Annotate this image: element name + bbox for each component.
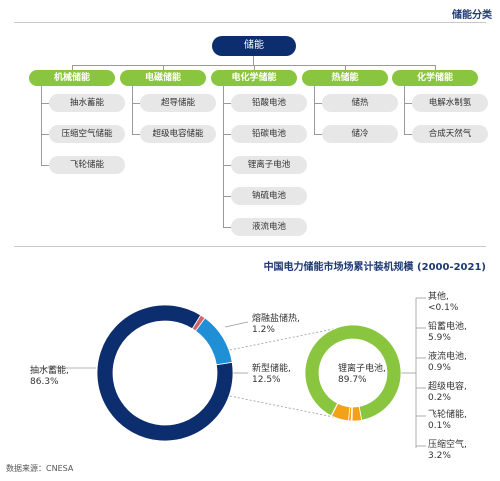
tree-connector	[223, 103, 231, 104]
divider-middle	[14, 246, 486, 247]
tree-connector	[314, 103, 322, 104]
slice-label-other: 其他, <0.1%	[428, 292, 458, 314]
tree-connector	[254, 65, 255, 70]
divider-top	[14, 22, 486, 23]
chart-title: 中国电力储能市场场累计装机规模 (2000-2021)	[263, 262, 486, 273]
tree-connector	[132, 86, 133, 134]
leader-line	[224, 321, 249, 328]
subcategory-node: 电解水制氢	[412, 94, 488, 112]
tree-connector	[253, 56, 254, 66]
slice-label-flywheel: 飞轮储能, 0.1%	[428, 410, 467, 432]
tree-connector	[41, 86, 42, 165]
tree-connector	[41, 165, 49, 166]
slice-label-compressed-air: 压缩空气, 3.2%	[428, 440, 467, 462]
tree-connector	[41, 103, 49, 104]
category-node: 电化学储能	[211, 70, 297, 86]
slice-name: 抽水蓄能,	[30, 366, 69, 376]
donut-chart-new-storage	[304, 324, 402, 422]
tree-connector	[404, 134, 412, 135]
subcategory-node: 压缩空气储能	[49, 125, 125, 143]
tree-connector	[132, 103, 140, 104]
slice-li-ion	[304, 324, 402, 421]
slice-name: 液流电池,	[428, 352, 467, 362]
tree-root-node: 储能	[212, 36, 296, 56]
subcategory-node: 铅酸电池	[231, 94, 307, 112]
tree-connector	[72, 65, 435, 66]
slice-label-lead-acid: 铅蓄电池, 5.9%	[428, 322, 467, 344]
subcategory-node: 储热	[322, 94, 398, 112]
slice-name: 其他,	[428, 292, 449, 302]
slice-value: 0.9%	[428, 363, 451, 373]
slice-other	[330, 402, 339, 417]
slice-value: 0.2%	[428, 393, 451, 403]
slice-value: 3.2%	[428, 451, 451, 461]
tree-connector	[404, 103, 412, 104]
category-node: 化学储能	[392, 70, 478, 86]
tree-connector	[435, 65, 436, 70]
slice-molten-salt	[191, 314, 206, 332]
tree-connector	[223, 227, 231, 228]
category-node: 电磁储能	[120, 70, 206, 86]
slice-label-molten-salt: 熔融盐储热, 1.2%	[252, 314, 300, 336]
slice-name: 压缩空气,	[428, 440, 467, 450]
subcategory-node: 锂离子电池	[231, 156, 307, 174]
slice-name: 超级电容,	[428, 382, 467, 392]
source-note: 数据来源：CNESA	[6, 464, 74, 473]
slice-name: 飞轮储能,	[428, 410, 467, 420]
tree-connector	[345, 65, 346, 70]
subcategory-node: 钠硫电池	[231, 187, 307, 205]
slice-label-li-ion: 锂离子电池, 89.7%	[338, 364, 386, 386]
slice-value: <0.1%	[428, 303, 459, 313]
tree-connector	[163, 65, 164, 70]
slice-value: 12.5%	[252, 375, 281, 385]
subcategory-node: 飞轮储能	[49, 156, 125, 174]
slice-label-supercapacitor: 超级电容, 0.2%	[428, 382, 467, 404]
tree-connector	[72, 65, 73, 70]
subcategory-node: 超级电容储能	[140, 125, 216, 143]
category-node: 机械储能	[29, 70, 115, 86]
tree-connector	[223, 165, 231, 166]
subcategory-node: 抽水蓄能	[49, 94, 125, 112]
slice-value: 0.1%	[428, 421, 451, 431]
subcategory-node: 铅碳电池	[231, 125, 307, 143]
tree-connector	[404, 86, 405, 134]
tree-connector	[223, 134, 231, 135]
tree-connector	[314, 134, 322, 135]
tree-connector	[41, 134, 49, 135]
subcategory-node: 储冷	[322, 125, 398, 143]
category-node: 热储能	[302, 70, 388, 86]
slice-value: 1.2%	[252, 325, 275, 335]
slice-value: 86.3%	[30, 377, 59, 387]
subcategory-node: 超导储能	[140, 94, 216, 112]
slice-label-flow-battery: 液流电池, 0.9%	[428, 352, 467, 374]
slice-name: 熔融盐储热,	[252, 314, 300, 324]
slice-name: 新型储能,	[252, 364, 291, 374]
tree-connector	[223, 86, 224, 227]
donut-charts	[40, 297, 426, 448]
subcategory-node: 合成天然气	[412, 125, 488, 143]
tree-connector	[314, 86, 315, 134]
slice-label-new-storage: 新型储能, 12.5%	[252, 364, 291, 386]
donut-chart-overall	[96, 304, 234, 442]
slice-value: 89.7%	[338, 375, 367, 385]
slice-label-pumped-hydro: 抽水蓄能, 86.3%	[30, 366, 69, 388]
slice-value: 5.9%	[428, 333, 451, 343]
slice-name: 锂离子电池,	[338, 364, 386, 374]
slice-name: 铅蓄电池,	[428, 322, 467, 332]
tree-connector	[223, 196, 231, 197]
subcategory-node: 液流电池	[231, 218, 307, 236]
slice-pumped-hydro	[96, 304, 234, 442]
page-title: 储能分类	[452, 10, 492, 21]
slice-new-storage	[195, 317, 233, 366]
tree-connector	[132, 134, 140, 135]
